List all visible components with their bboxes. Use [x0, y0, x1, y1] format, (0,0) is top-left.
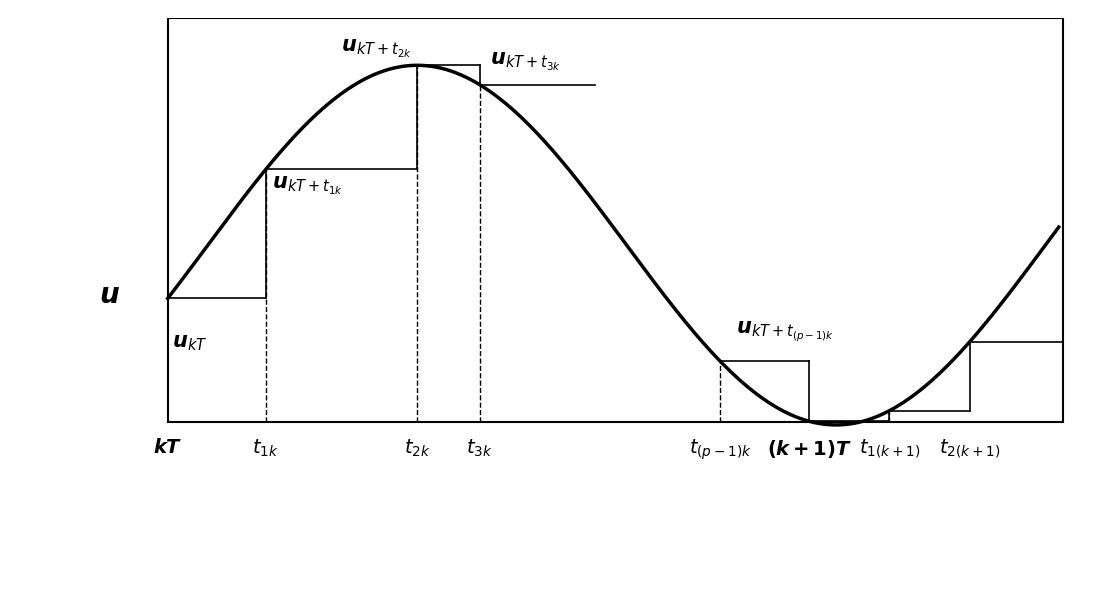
- Text: $\boldsymbol{t_{2k}}$: $\boldsymbol{t_{2k}}$: [404, 437, 431, 459]
- Text: $\boldsymbol{t_{3k}}$: $\boldsymbol{t_{3k}}$: [466, 437, 493, 459]
- Text: $\boldsymbol{u}_{kT+t_{2k}}$: $\boldsymbol{u}_{kT+t_{2k}}$: [341, 38, 412, 60]
- Text: $\boldsymbol{u}_{kT+t_{1k}}$: $\boldsymbol{u}_{kT+t_{1k}}$: [272, 174, 342, 196]
- Text: $\boldsymbol{u}_{kT+t_{3k}}$: $\boldsymbol{u}_{kT+t_{3k}}$: [490, 51, 561, 73]
- Text: $\boldsymbol{u}$: $\boldsymbol{u}$: [100, 282, 120, 308]
- Text: $\boldsymbol{(k+1)T}$: $\boldsymbol{(k+1)T}$: [767, 437, 852, 459]
- Text: $\boldsymbol{t_{1k}}$: $\boldsymbol{t_{1k}}$: [253, 437, 279, 459]
- Text: $\boldsymbol{t_{(p-1)k}}$: $\boldsymbol{t_{(p-1)k}}$: [689, 437, 752, 462]
- Bar: [167, 18, 1063, 422]
- Text: $\boldsymbol{u}_{kT+t_{(p-1)k}}$: $\boldsymbol{u}_{kT+t_{(p-1)k}}$: [736, 319, 834, 344]
- Text: $\boldsymbol{u}_{kT}$: $\boldsymbol{u}_{kT}$: [172, 333, 208, 353]
- Text: $\boldsymbol{t_{2(k+1)}}$: $\boldsymbol{t_{2(k+1)}}$: [939, 437, 1000, 460]
- Text: $\boldsymbol{t_{1(k+1)}}$: $\boldsymbol{t_{1(k+1)}}$: [859, 437, 920, 460]
- Text: $\boldsymbol{kT}$: $\boldsymbol{kT}$: [153, 437, 183, 456]
